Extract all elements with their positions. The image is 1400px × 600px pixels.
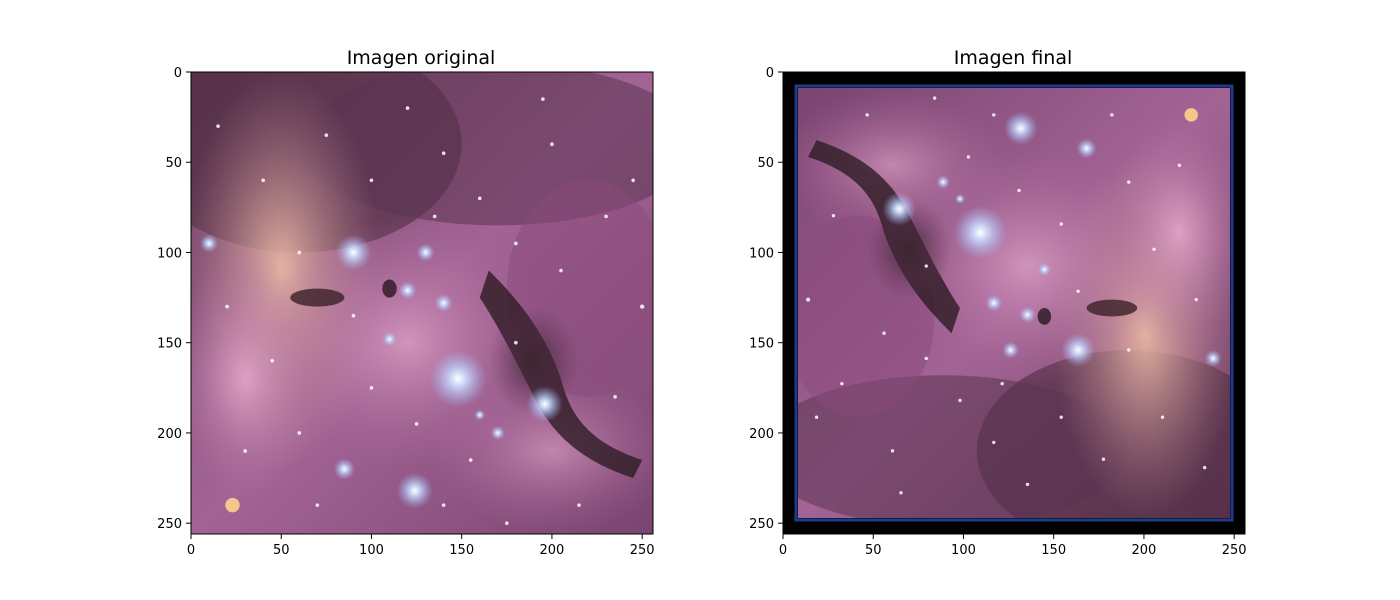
original-ytick-label: 250 <box>157 517 182 532</box>
original-xtick-label: 100 <box>359 543 384 558</box>
panel-original: Imagen original 0 50 100 150 200 250 0 50 100 150… <box>157 47 654 558</box>
axes-frame-original <box>190 71 654 535</box>
final-ytick-label: 200 <box>749 427 774 442</box>
final-xtick-label: 0 <box>779 543 787 558</box>
final-xtick-label: 100 <box>951 543 976 558</box>
original-image <box>191 72 653 534</box>
final-ytick-label: 250 <box>749 517 774 532</box>
original-ytick-label: 200 <box>157 427 182 442</box>
panel-final: Imagen final 0 50 100 150 200 250 0 50 100 150 200… <box>749 47 1246 558</box>
final-ytick-label: 150 <box>749 337 774 352</box>
original-xtick-label: 0 <box>187 543 195 558</box>
original-xtick-label: 50 <box>273 543 290 558</box>
final-image <box>798 88 1230 518</box>
axes-frame-final <box>782 71 1246 535</box>
original-xtick-label: 200 <box>540 543 565 558</box>
original-xtick-label: 150 <box>449 543 474 558</box>
final-xtick-label: 200 <box>1132 543 1157 558</box>
final-xtick-label: 150 <box>1041 543 1066 558</box>
ticks-original: 0 50 100 150 200 250 0 50 100 150 200 250 <box>157 66 654 558</box>
panel-title-original: Imagen original <box>347 47 496 69</box>
final-xtick-label: 250 <box>1222 543 1247 558</box>
ticks-final: 0 50 100 150 200 250 0 50 100 150 200 250 <box>749 66 1246 558</box>
final-ytick-label: 0 <box>766 66 774 81</box>
original-ytick-label: 50 <box>165 156 182 171</box>
original-xtick-label: 250 <box>630 543 655 558</box>
original-ytick-label: 150 <box>157 337 182 352</box>
final-image-edge <box>794 84 1234 522</box>
final-ytick-label: 100 <box>749 246 774 261</box>
final-ytick-label: 50 <box>757 156 774 171</box>
original-ytick-label: 0 <box>174 66 182 81</box>
final-xtick-label: 50 <box>865 543 882 558</box>
original-ytick-label: 100 <box>157 246 182 261</box>
panel-title-final: Imagen final <box>954 47 1073 69</box>
